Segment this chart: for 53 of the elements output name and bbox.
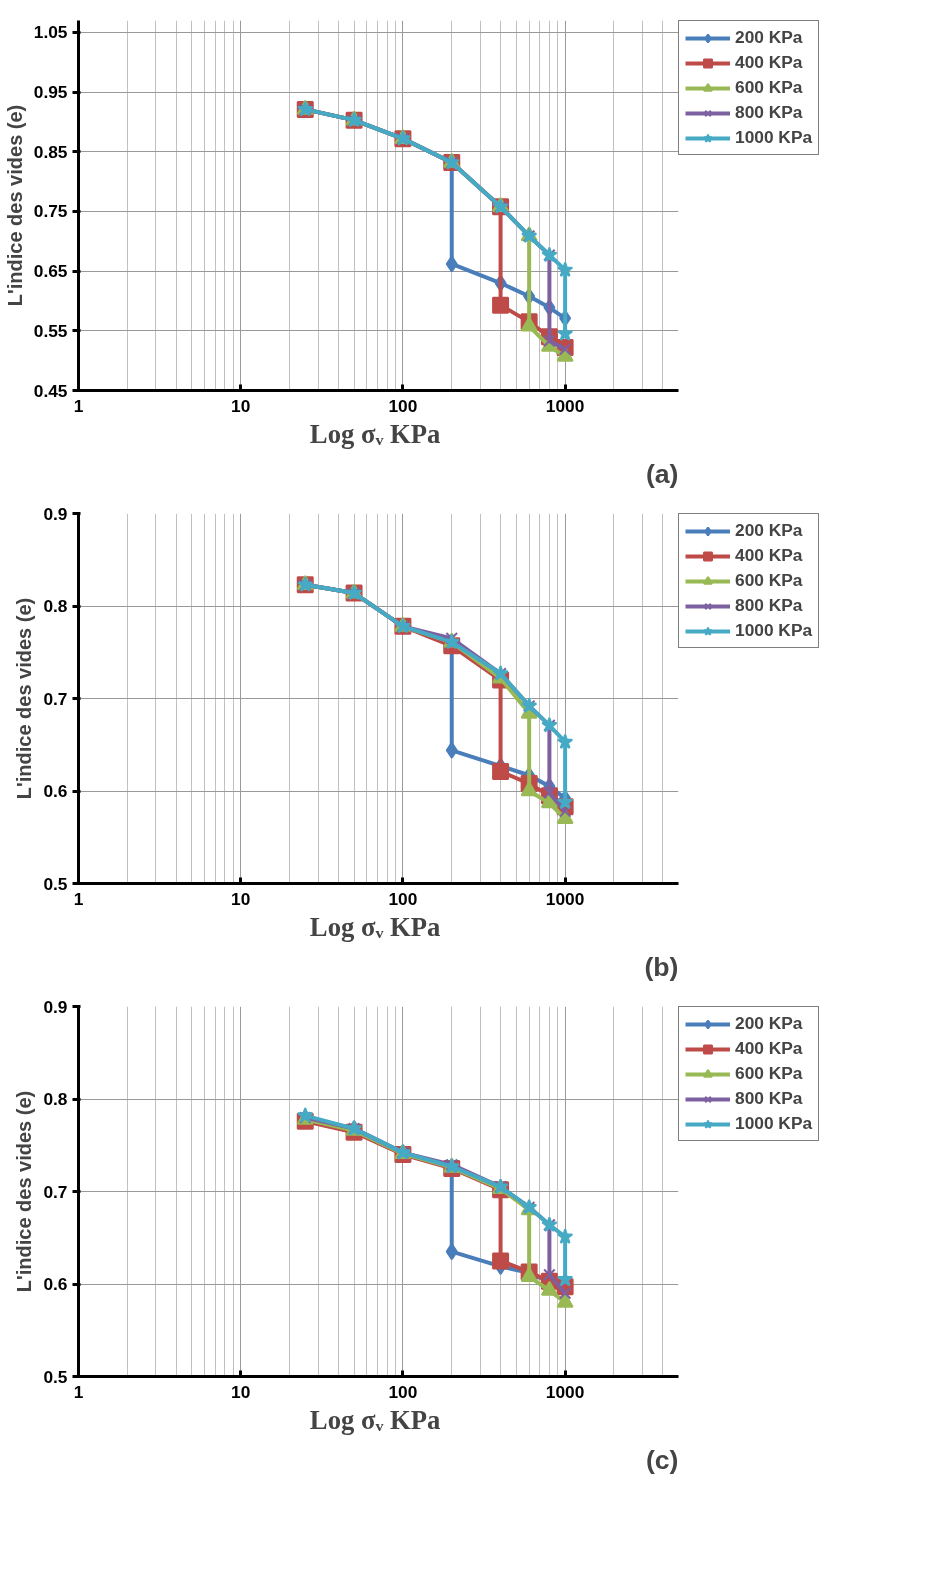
y-tick-label: 0.7 [43,688,68,709]
y-tick-label: 0.8 [43,596,68,616]
y-axis-title: L'indice des vides (e) [13,597,36,800]
legend-label: 600 KPa [735,570,803,591]
legend-label: 1000 KPa [735,1113,813,1134]
legend-label: 600 KPa [735,77,803,98]
x-tick-label: 1 [73,395,84,416]
text: (b) [644,951,679,982]
x-tick-label: 1000 [545,1381,585,1402]
legend-label: 200 KPa [735,27,803,48]
x-tick-label: 10 [231,888,251,909]
y-axis-title: L'indice des vides (e) [3,104,26,307]
y-tick-label: 0.9 [43,503,68,524]
y-axis-title: L'indice des vides (e) [13,1090,36,1293]
y-tick-label: 0.85 [33,141,68,162]
legend-label: 800 KPa [735,1088,803,1109]
x-tick-label: 10 [231,395,251,416]
y-tick-label: 0.9 [43,996,68,1017]
y-tick-label: 0.75 [33,201,68,222]
x-axis-title: Log σᵥ KPa [309,911,441,942]
legend-label: 800 KPa [735,102,803,123]
x-axis-title: Log σᵥ KPa [309,1404,441,1435]
legend-label: 400 KPa [735,545,803,566]
legend-label: 400 KPa [735,52,803,73]
y-tick-label: 0.5 [43,873,68,894]
y-tick-label: 0.45 [33,380,68,401]
x-tick-label: 100 [388,888,418,909]
x-tick-label: 100 [388,1381,418,1402]
legend-label: 800 KPa [735,595,803,616]
y-tick-label: 0.5 [43,1366,68,1387]
y-tick-label: 0.7 [43,1181,68,1202]
legend-label: 1000 KPa [735,127,813,148]
y-tick-label: 0.6 [43,1274,68,1294]
y-tick-label: 0.65 [33,261,68,282]
x-tick-label: 100 [388,395,418,416]
x-tick-label: 10 [231,1381,251,1402]
text: (c) [645,1444,679,1475]
y-tick-label: 0.55 [33,320,68,341]
legend-label: 200 KPa [735,1013,803,1034]
y-tick-label: 0.8 [43,1089,68,1109]
y-tick-label: 1.05 [33,22,68,43]
x-tick-label: 1000 [545,888,585,909]
y-tick-label: 0.6 [43,781,68,801]
legend-label: 1000 KPa [735,620,813,641]
x-tick-label: 1000 [545,395,585,416]
legend-label: 400 KPa [735,1038,803,1059]
y-tick-label: 0.95 [33,82,68,103]
x-tick-label: 1 [73,888,84,909]
text: (a) [645,458,679,489]
x-axis-title: Log σᵥ KPa [309,418,441,449]
legend-label: 200 KPa [735,520,803,541]
x-tick-label: 1 [73,1381,84,1402]
legend-label: 600 KPa [735,1063,803,1084]
